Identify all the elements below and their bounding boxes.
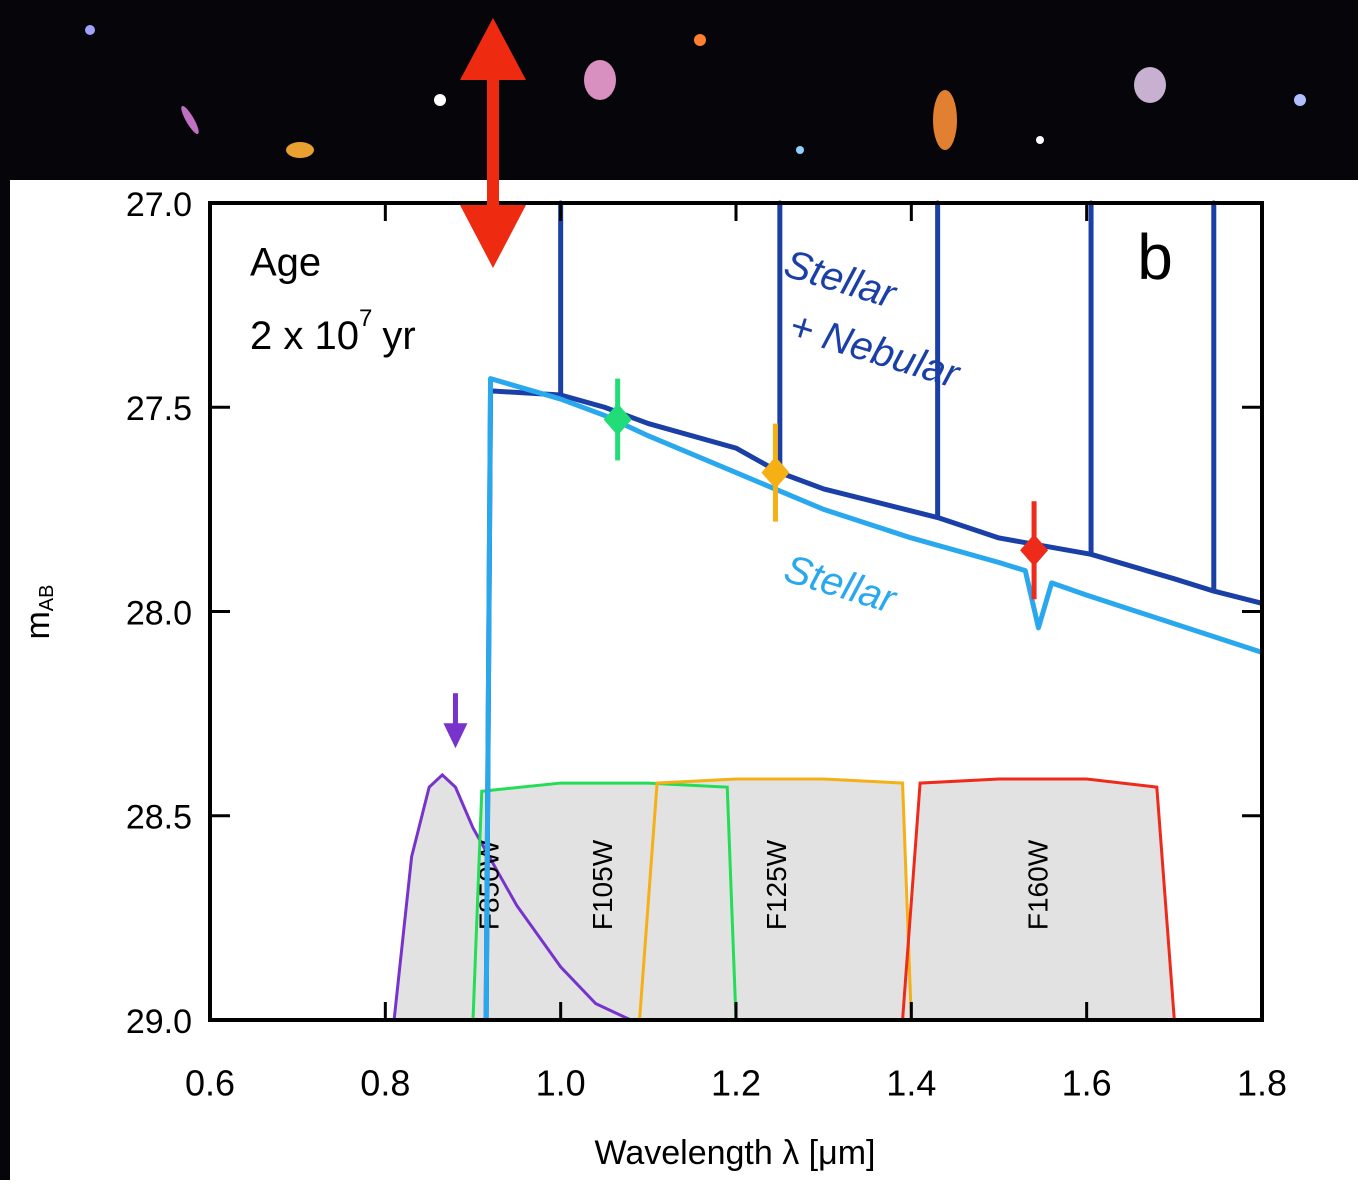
x-tick-label: 1.6 [1062,1063,1112,1104]
y-tick-label: 28.0 [126,594,192,632]
page: {"chart_data": {"type": "line", "xlabel"… [0,0,1358,1180]
filter-label: F160W [1022,839,1053,930]
figure-panel [10,180,1358,1180]
panel-label: b [1137,221,1173,293]
x-axis-label: Wavelength λ [μm] [595,1134,876,1172]
x-tick-label: 0.6 [185,1063,235,1104]
filter-label: F105W [587,839,618,930]
y-tick-label: 29.0 [126,1003,192,1041]
x-tick-label: 1.4 [886,1063,936,1104]
x-tick-label: 1.0 [536,1063,586,1104]
x-tick-label: 1.2 [711,1063,761,1104]
y-tick-label: 28.5 [126,799,192,837]
chart: F850WF105WF125WF160WStellar+ NebularStel… [0,0,1358,1180]
x-tick-label: 1.8 [1237,1063,1287,1104]
y-tick-label: 27.0 [126,186,192,224]
filter-label: F125W [761,839,792,930]
y-tick-label: 27.5 [126,390,192,428]
age-label: Age [250,241,321,285]
x-tick-label: 0.8 [360,1063,410,1104]
